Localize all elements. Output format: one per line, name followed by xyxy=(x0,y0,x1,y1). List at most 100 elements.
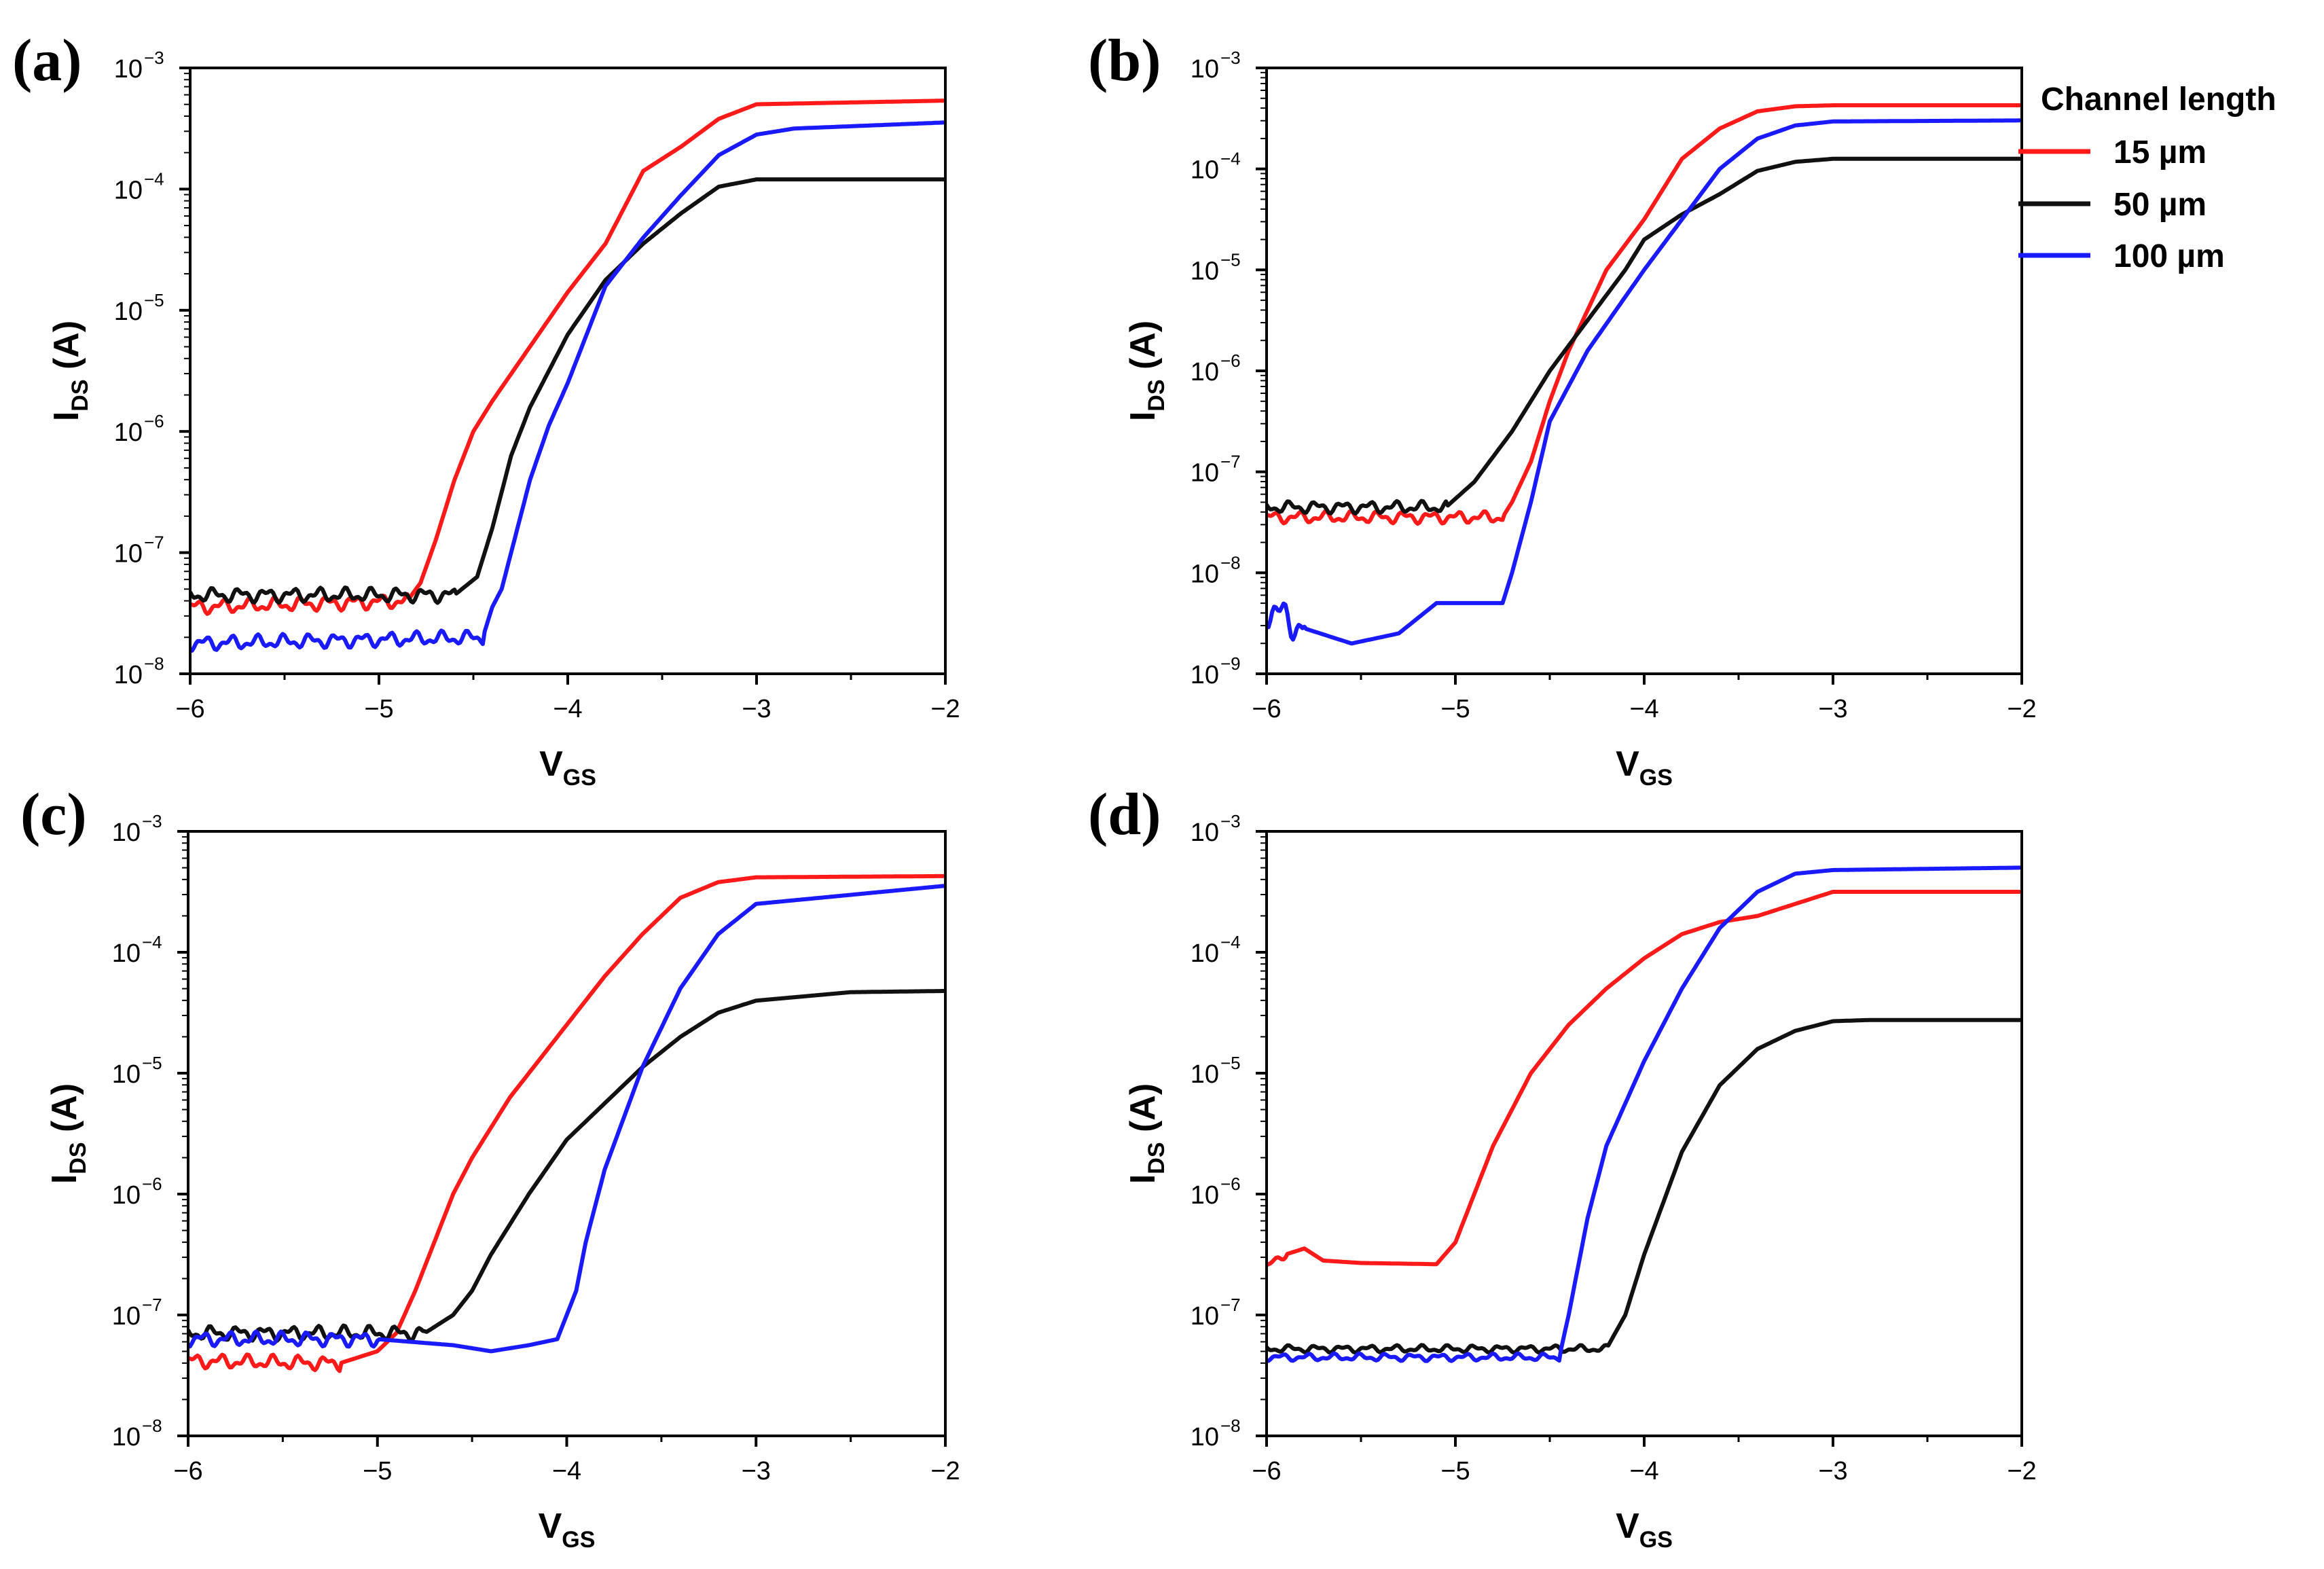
y-tick-label: 10 xyxy=(114,297,143,326)
y-tick-label: 10 xyxy=(1191,1302,1219,1331)
y-tick-exponent: −5 xyxy=(144,290,164,310)
x-tick-label: −6 xyxy=(1252,695,1281,723)
panel-c-plot: −6 −5 −4 −3 −210−810−710−610−510−410 −3VGSIDS… xyxy=(45,811,960,1553)
x-tick-label: −3 xyxy=(1818,1457,1847,1485)
x-tick-label: −4 xyxy=(1629,695,1658,723)
y-tick-label: 10 xyxy=(1191,1181,1219,1210)
y-tick-exponent: −4 xyxy=(142,932,162,952)
series-line-50um xyxy=(188,989,945,1343)
y-tick-label: 10 xyxy=(1191,459,1219,488)
y-tick-exponent: −7 xyxy=(1220,452,1241,472)
x-tick-label: −6 xyxy=(1252,1457,1281,1485)
y-tick-exponent: −5 xyxy=(142,1053,162,1073)
y-tick-label: 10 xyxy=(114,661,143,689)
y-tick-exponent: −8 xyxy=(1220,552,1241,573)
panel-c-label: (c) xyxy=(20,782,87,848)
y-tick-exponent: −7 xyxy=(1220,1295,1241,1315)
y-tick-label: 10 xyxy=(114,176,143,204)
y-tick-exponent: −5 xyxy=(1220,249,1241,270)
series-line-15um xyxy=(1267,103,2022,526)
legend: Channel length 15 µm 50 µm 100 µm xyxy=(2018,82,2276,274)
y-tick-label: 10 xyxy=(114,418,143,447)
x-tick-label: −2 xyxy=(930,1457,960,1485)
x-tick-label: −4 xyxy=(552,1457,581,1485)
panel-b-label: (b) xyxy=(1088,28,1161,94)
panel-b-plot: −6 −5 −4 −3 −210−910−810−710−610−510−410 −3VG… xyxy=(1123,48,2037,791)
panel-c: (c) −6 −5 −4 −3 −210−810−710−610−510−410 −3VG… xyxy=(20,782,960,1553)
y-tick-label: 10 xyxy=(112,1060,141,1089)
x-tick-label: −6 xyxy=(173,1457,202,1485)
x-tick-label: −5 xyxy=(1440,1457,1470,1485)
y-axis-title-sub: DS xyxy=(1144,379,1169,411)
x-tick-label: −4 xyxy=(1629,1457,1658,1485)
y-tick-exponent: −7 xyxy=(144,533,164,553)
x-tick-label: −3 xyxy=(742,1457,771,1485)
legend-label-50um: 50 µm xyxy=(2113,187,2207,223)
y-tick-label: 10 xyxy=(112,818,141,847)
series-line-100um xyxy=(1267,865,2022,1363)
y-tick-exponent: −9 xyxy=(1220,653,1241,674)
x-tick-label: −5 xyxy=(364,695,393,723)
y-tick-label: 10 xyxy=(112,939,141,968)
series-line-15um xyxy=(188,873,945,1373)
y-axis-title: IDS (A) xyxy=(45,1083,91,1184)
y-axis-title-unit: (A) xyxy=(47,321,86,380)
panel-d-plot: −6 −5 −4 −3 −210−810−710−610−510−410 −3VGSIDS… xyxy=(1123,811,2037,1553)
y-axis-title: IDS (A) xyxy=(1123,321,1169,421)
panel-d: (d) −6 −5 −4 −3 −210−810−710−610−510−410 −3VG… xyxy=(1088,782,2037,1553)
y-tick-exponent: −3 xyxy=(1220,48,1241,68)
legend-label-100um: 100 µm xyxy=(2113,238,2225,274)
x-axis-title-sub: GS xyxy=(563,765,596,791)
x-tick-label: −4 xyxy=(553,695,582,723)
series-group xyxy=(1267,103,2022,646)
x-axis-title-sub: GS xyxy=(562,1527,595,1553)
series-line-100um xyxy=(1267,118,2022,646)
y-tick-exponent: −6 xyxy=(142,1174,162,1194)
legend-title: Channel length xyxy=(2041,82,2276,118)
y-tick-exponent: −5 xyxy=(1220,1053,1241,1073)
y-axis-title-sub: DS xyxy=(67,379,93,411)
x-axis-title-sub: GS xyxy=(1639,1527,1673,1553)
x-tick-label: −6 xyxy=(175,695,204,723)
series-line-15um xyxy=(190,98,945,616)
panel-b: (b) −6 −5 −4 −3 −210−910−810−710−610−510−410… xyxy=(1088,28,2037,791)
series-line-15um xyxy=(1267,890,2022,1267)
y-tick-label: 10 xyxy=(1191,939,1219,968)
y-tick-exponent: −6 xyxy=(1220,350,1241,371)
y-tick-label: 10 xyxy=(112,1181,141,1210)
y-tick-exponent: −4 xyxy=(1220,932,1241,952)
y-tick-label: 10 xyxy=(112,1423,141,1451)
series-line-100um xyxy=(188,884,945,1354)
y-tick-label: 10 xyxy=(112,1302,141,1331)
y-tick-exponent: −3 xyxy=(142,811,162,831)
series-group xyxy=(190,98,945,653)
y-axis-title: IDS (A) xyxy=(1123,1083,1169,1184)
y-tick-label: 10 xyxy=(1191,560,1219,588)
y-tick-label: 10 xyxy=(1191,661,1219,689)
y-axis-title-sub: DS xyxy=(65,1142,91,1174)
y-tick-label: 10 xyxy=(114,540,143,569)
y-axis-title-unit: (A) xyxy=(1123,1083,1163,1142)
y-tick-label: 10 xyxy=(1191,1423,1219,1451)
y-tick-exponent: −6 xyxy=(1220,1174,1241,1194)
x-tick-label: −3 xyxy=(1818,695,1847,723)
y-tick-exponent: −6 xyxy=(144,411,164,431)
y-tick-label: 10 xyxy=(1191,358,1219,386)
y-tick-exponent: −8 xyxy=(144,653,164,674)
y-tick-label: 10 xyxy=(1191,257,1219,285)
x-tick-label: −5 xyxy=(1440,695,1470,723)
panel-d-label: (d) xyxy=(1088,782,1161,848)
x-tick-label: −2 xyxy=(930,695,960,723)
series-group xyxy=(1267,865,2022,1363)
y-tick-label: 10 xyxy=(1191,55,1219,84)
x-tick-label: −3 xyxy=(742,695,771,723)
y-tick-exponent: −3 xyxy=(144,48,164,68)
y-tick-exponent: −8 xyxy=(142,1415,162,1436)
x-tick-label: −5 xyxy=(363,1457,392,1485)
y-tick-exponent: −7 xyxy=(142,1295,162,1315)
y-tick-label: 10 xyxy=(1191,1060,1219,1089)
series-line-50um xyxy=(190,177,945,605)
series-line-100um xyxy=(190,120,945,653)
